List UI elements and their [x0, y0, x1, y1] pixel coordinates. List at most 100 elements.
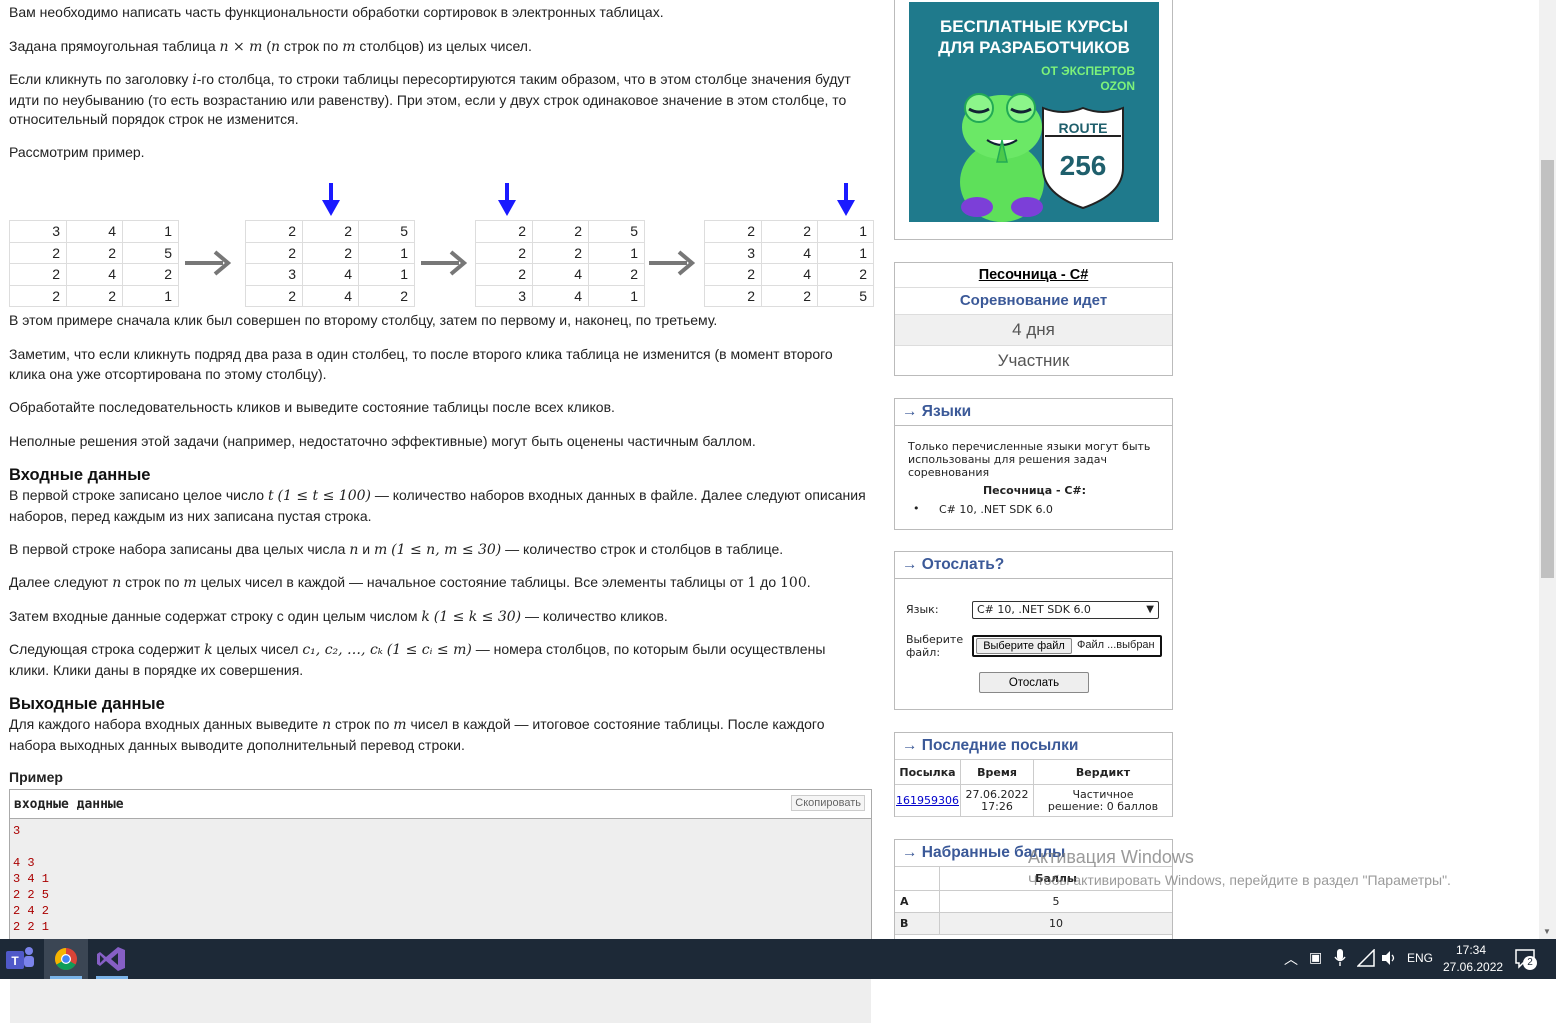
statement-paragraph-6: Заметим, что если кликнуть подряд два ра…	[9, 346, 833, 382]
input-paragraph-3: Далее следуют n строк по m целых чисел в…	[9, 573, 879, 594]
table-cell: 1	[122, 284, 179, 307]
submission-link[interactable]: 161959306	[896, 793, 959, 807]
choose-file-button[interactable]: Выберите файл	[976, 638, 1072, 654]
math: k	[204, 642, 213, 658]
teams-app-icon[interactable]: T	[0, 939, 44, 979]
table-cell: 2	[532, 241, 589, 264]
ad-route-number: 256	[1059, 150, 1107, 181]
table-cell: 4	[532, 284, 589, 307]
math: 100	[780, 575, 807, 591]
table-cell: 2	[302, 220, 359, 243]
math: i	[192, 72, 197, 88]
contest-info-box: Песочница - C# Соревнование идет 4 дня У…	[894, 262, 1173, 376]
languages-note: Только перечисленные языки могут быть ис…	[908, 440, 1151, 479]
contest-name-link[interactable]: Песочница - C#	[978, 267, 1089, 283]
last-submissions-title: → Последние посылки	[895, 733, 1172, 760]
problem-letter: A	[895, 890, 940, 913]
microphone-icon[interactable]	[1334, 948, 1346, 971]
text: — номера столбцов, по которым были осуще…	[9, 641, 826, 678]
table-cell: 1	[588, 241, 645, 264]
table-cell: 1	[122, 220, 179, 243]
math: k	[421, 609, 430, 625]
taskbar: T ︿ ▣ ENG 17:34 27.06.2022 2	[0, 939, 1556, 979]
submission-time-cell: 27.06.2022 17:26	[960, 784, 1034, 817]
contest-status: Соревнование идет	[895, 288, 1172, 315]
file-label-line: файл:	[906, 646, 941, 659]
column-header: Посылка	[895, 759, 961, 785]
copy-button[interactable]: Скопировать	[791, 795, 865, 811]
table-cell: 2	[358, 284, 415, 307]
scrollbar-thumb[interactable]	[1541, 160, 1554, 578]
table-cell: 1	[817, 241, 874, 264]
verdict-line: решение: 0 баллов	[1047, 799, 1159, 813]
submission-verdict-cell: Частичное решение: 0 баллов	[1033, 784, 1172, 817]
bullet-icon: •	[913, 502, 920, 515]
scroll-down-icon[interactable]: ▼	[1543, 927, 1551, 936]
math: (1 ≤ cᵢ ≤ m)	[386, 642, 472, 658]
ad-box: БЕСПЛАТНЫЕ КУРСЫ ДЛЯ РАЗРАБОТЧИКОВ ОТ ЭК…	[894, 0, 1173, 240]
math: n × m	[219, 39, 263, 55]
contest-role: Участник	[997, 351, 1070, 370]
ad-route-label: ROUTE	[1058, 120, 1108, 136]
text: строк по	[121, 574, 184, 590]
ad-subline: ОТ ЭКСПЕРТОВ OZON	[1041, 64, 1135, 94]
submission-date: 27.06.2022	[965, 787, 1029, 801]
file-input[interactable]: Выберите файл Файл ...выбран	[972, 635, 1162, 657]
notifications-icon[interactable]: 2	[1515, 949, 1537, 972]
activation-watermark-title: Активация Windows	[1028, 847, 1194, 867]
text: строк по	[280, 38, 343, 54]
table-cell: 2	[761, 220, 818, 243]
meet-now-icon[interactable]: ▣	[1309, 949, 1323, 965]
page-scrollbar[interactable]: ▼	[1539, 0, 1556, 939]
problem-score: 5	[939, 890, 1172, 913]
submission-time: 17:26	[981, 799, 1013, 813]
text: Задана прямоугольная таблица	[9, 38, 220, 54]
math: (1 ≤ k ≤ 30)	[433, 609, 522, 625]
chrome-app-icon[interactable]	[44, 939, 88, 979]
submit-box: → Отослать? Язык: C# 10, .NET SDK 6.0 ▼ …	[894, 551, 1173, 710]
sample-content: 3 4 3 3 4 1 2 2 5 2 4 2 2 2 1	[10, 819, 871, 1023]
table-cell: 2	[532, 220, 589, 243]
text: — количество строк и столбцов в таблице.	[501, 541, 784, 557]
table-cell: 2	[122, 263, 179, 286]
ad-banner[interactable]: БЕСПЛАТНЫЕ КУРСЫ ДЛЯ РАЗРАБОТЧИКОВ ОТ ЭК…	[909, 2, 1159, 222]
output-paragraph-1: Для каждого набора входных данных выведи…	[9, 715, 849, 755]
statement-paragraph-3: Если кликнуть по заголовку i-го столбца,…	[9, 70, 859, 130]
active-indicator	[50, 976, 82, 979]
table-cell: 2	[761, 284, 818, 307]
text: до	[756, 574, 780, 590]
contest-name-row: Песочница - C#	[895, 263, 1172, 288]
submission-id-cell: 161959306	[895, 784, 961, 817]
table-cell: 4	[302, 284, 359, 307]
active-indicator	[96, 976, 128, 979]
text: чисел в каждой — итоговое состояние табл…	[9, 716, 825, 753]
sample-line: 3 4 1	[13, 872, 50, 886]
table-cell: 5	[358, 220, 415, 243]
table-cell: 1	[358, 241, 415, 264]
math: n	[322, 717, 332, 733]
sample-header: входные данные Скопировать	[10, 790, 871, 819]
send-button[interactable]: Отослать	[979, 672, 1089, 693]
sample-line: 2 2 1	[13, 920, 50, 934]
network-icon[interactable]	[1356, 948, 1375, 970]
clock[interactable]: 17:34 27.06.2022	[1443, 942, 1503, 976]
text: целых чисел	[212, 641, 303, 657]
language-select[interactable]: C# 10, .NET SDK 6.0 ▼	[972, 601, 1159, 619]
math: c₁, c₂, …, cₖ	[302, 642, 383, 658]
example-title: Пример	[9, 769, 63, 785]
arrow-right-icon	[421, 250, 467, 276]
file-label: Выберите файл:	[906, 633, 963, 659]
arrow-down-icon	[322, 183, 340, 216]
input-language[interactable]: ENG	[1407, 951, 1434, 965]
ad-line: OZON	[1100, 79, 1135, 93]
visual-studio-app-icon[interactable]	[90, 939, 134, 979]
chevron-down-icon: ▼	[1146, 604, 1154, 615]
math: m	[342, 39, 356, 55]
route-shield-icon	[1042, 106, 1124, 210]
volume-icon[interactable]	[1380, 949, 1398, 970]
sample-line: 2 2 5	[13, 888, 50, 902]
chevron-up-icon[interactable]: ︿	[1284, 951, 1298, 967]
statement-paragraph-5: В этом примере сначала клик был совершен…	[9, 312, 718, 328]
